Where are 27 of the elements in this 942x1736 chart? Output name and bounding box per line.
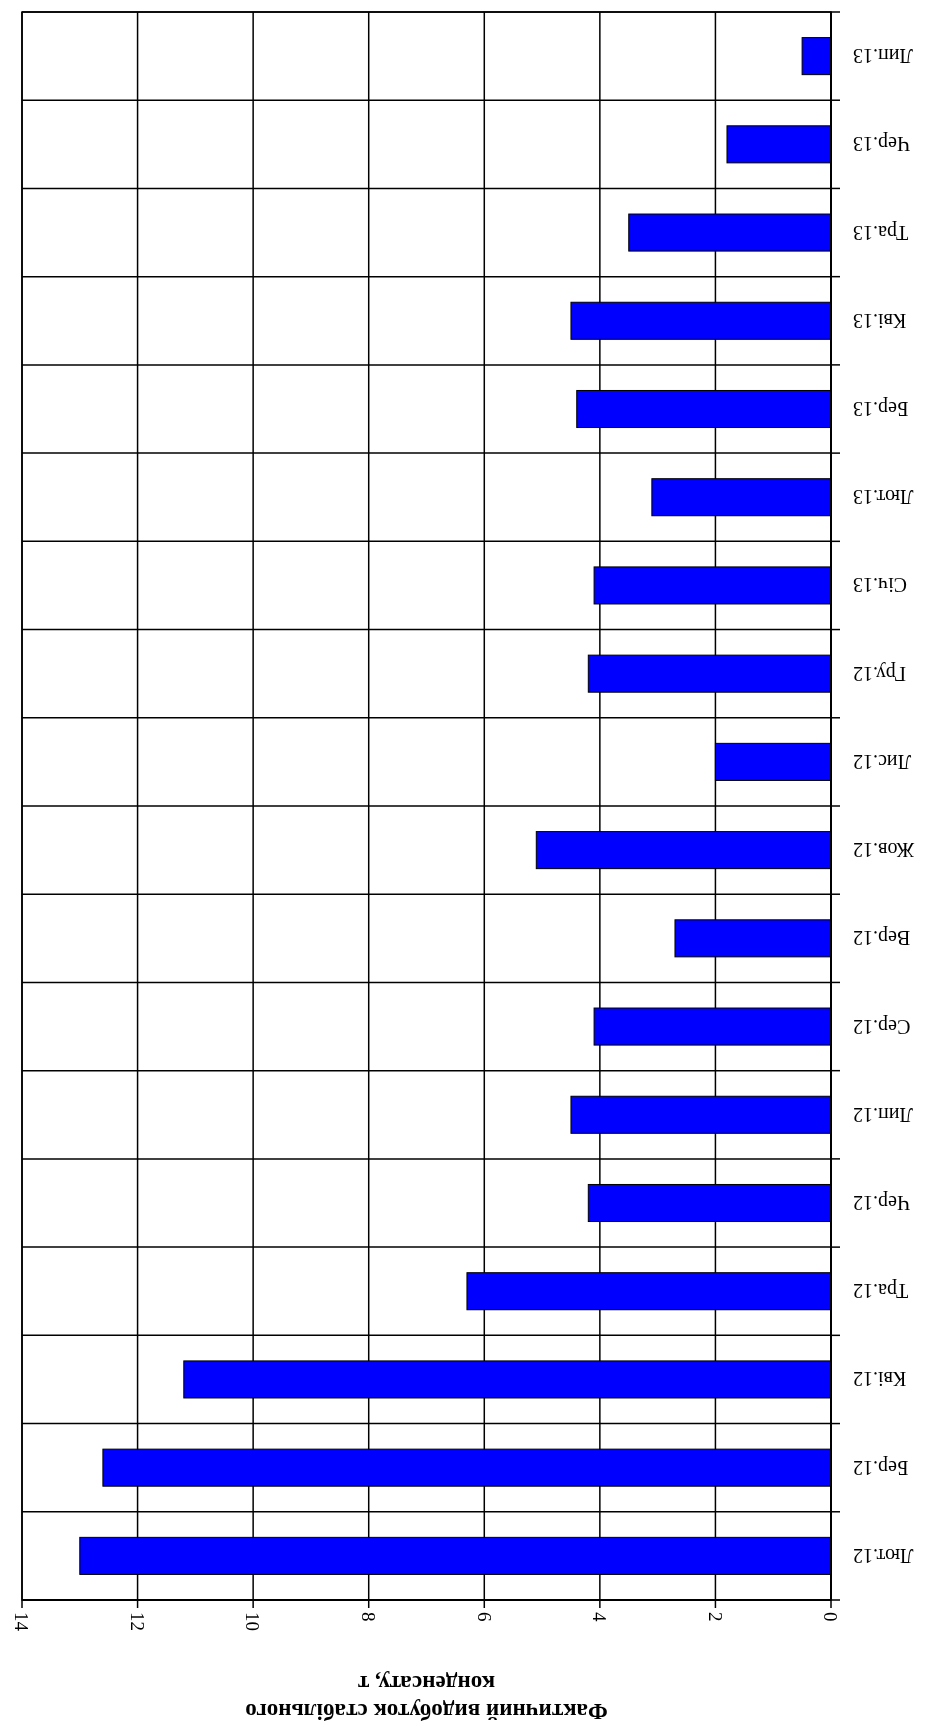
- x-tick-label: 12: [126, 1612, 148, 1631]
- y-tick-label: Гру.12: [853, 661, 907, 685]
- x-tick-label: 8: [358, 1612, 380, 1622]
- y-tick-label: Вер.12: [853, 926, 911, 950]
- y-tick-label: Сер.12: [853, 1014, 911, 1038]
- y-tick-label: Кві.12: [853, 1368, 907, 1391]
- x-axis-title: Фактичний видобуток стабільного конденсату, т: [245, 1671, 608, 1724]
- y-tick-label: Тра.13: [853, 220, 909, 244]
- y-tick-label: Лют.12: [853, 1544, 914, 1567]
- x-tick-label: 0: [820, 1612, 842, 1622]
- y-tick-label: Лют.13: [853, 486, 914, 509]
- x-tick-label: 6: [473, 1612, 495, 1622]
- y-tick-label: Чер.12: [853, 1191, 910, 1214]
- y-tick-label: Січ.13: [853, 574, 907, 597]
- y-tick-label: Жов.12: [853, 839, 915, 862]
- y-tick-label: Чер.13: [853, 132, 910, 156]
- x-tick-label: 10: [242, 1612, 264, 1631]
- y-tick-label: Бер.12: [853, 1455, 909, 1479]
- x-tick-label: 2: [704, 1612, 726, 1622]
- x-tick-label: 4: [589, 1612, 611, 1622]
- y-tick-label: Лип.12: [853, 1103, 913, 1126]
- y-tick-label: Кві.13: [853, 309, 907, 332]
- y-tick-label: Лип.13: [853, 45, 913, 68]
- x-tick-label: 14: [11, 1612, 33, 1632]
- y-tick-label: Тра.12: [853, 1279, 909, 1303]
- y-tick-label: Бер.13: [853, 397, 909, 420]
- y-tick-label: Лис.12: [853, 750, 912, 773]
